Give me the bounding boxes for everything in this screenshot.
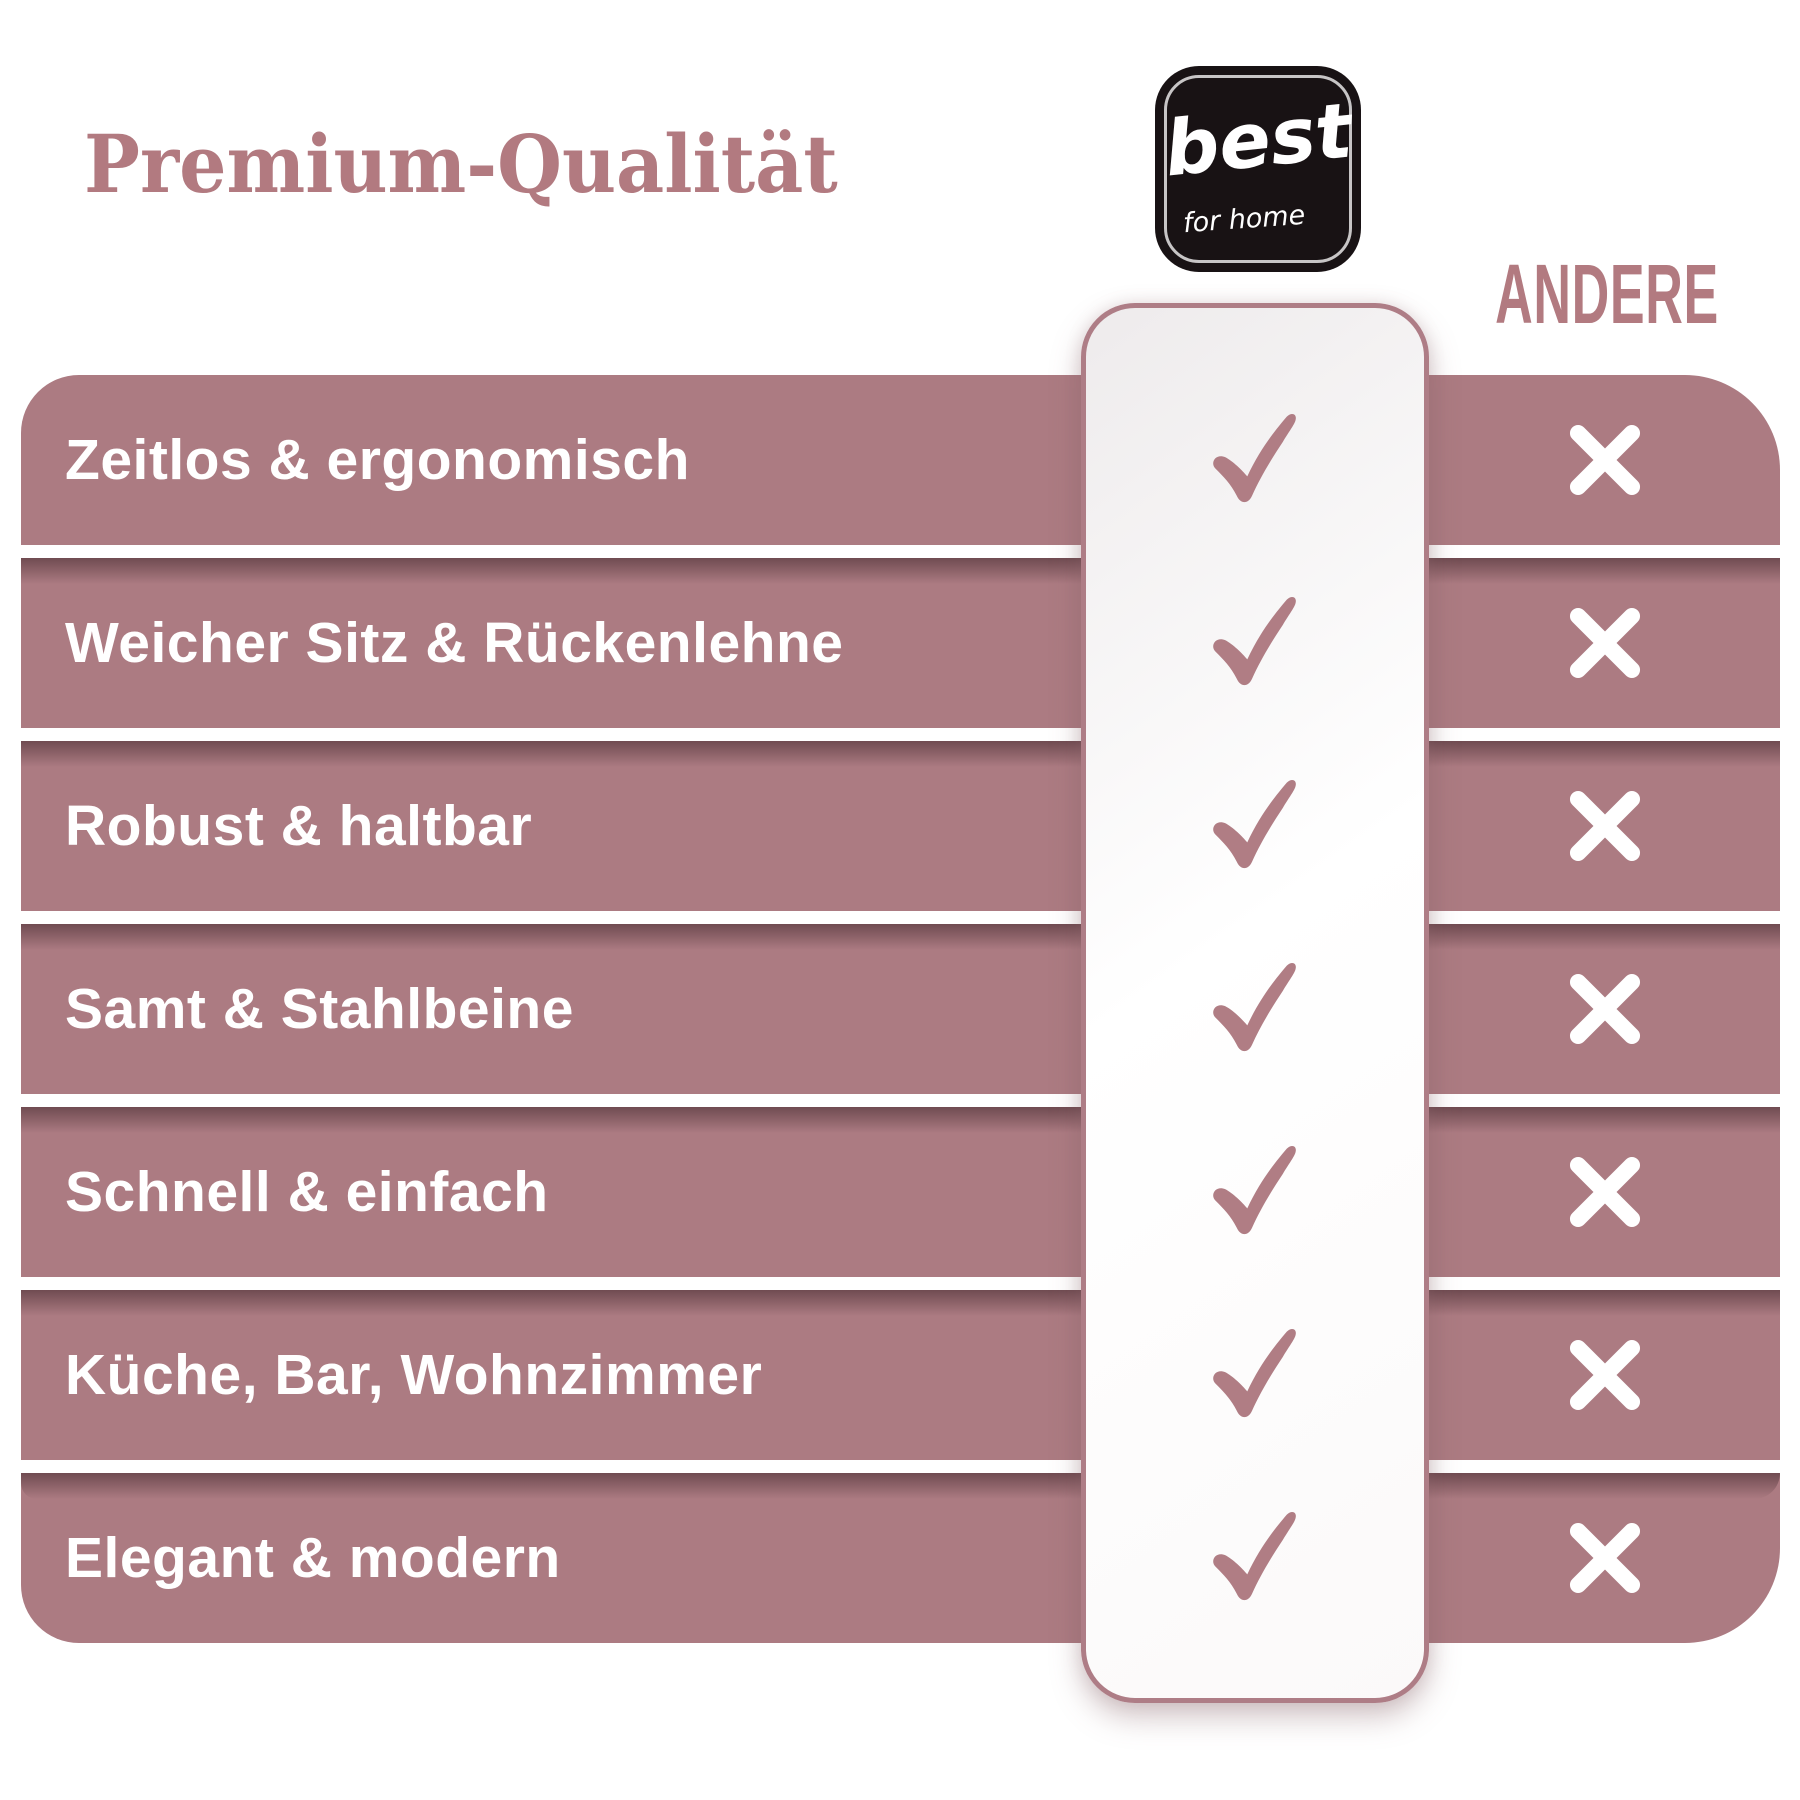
feature-label: Robust & haltbar [65,794,533,858]
cross-icon [1569,424,1641,496]
check-icon [1213,962,1296,1052]
feature-row: Schnell & einfach [21,1107,1780,1277]
check-icon [1213,1328,1296,1418]
cross-icon [1569,973,1641,1045]
feature-row: Elegant & modern [21,1473,1780,1643]
check-icon [1213,1145,1296,1235]
check-icon [1213,596,1296,686]
comparison-table: Zeitlos & ergonomisch Weicher Sitz & Rüc… [21,375,1780,1656]
feature-label: Samt & Stahlbeine [65,977,574,1041]
feature-row: Zeitlos & ergonomisch [21,375,1780,545]
cross-icon [1569,790,1641,862]
check-icon [1213,779,1296,869]
feature-row: Robust & haltbar [21,741,1780,911]
feature-label: Schnell & einfach [65,1160,549,1224]
feature-row: Weicher Sitz & Rückenlehne [21,558,1780,728]
feature-row: Küche, Bar, Wohnzimmer [21,1290,1780,1460]
check-icon [1213,1511,1296,1601]
brand-check-column [1081,303,1429,1703]
logo-brand-text: best [1160,85,1356,194]
brand-logo: best for home [1155,66,1361,272]
logo-inner-outline [1164,75,1352,263]
feature-label: Küche, Bar, Wohnzimmer [65,1343,763,1407]
feature-label: Weicher Sitz & Rückenlehne [65,611,844,675]
cross-icon [1569,1339,1641,1411]
cross-icon [1569,1522,1641,1594]
page-title: Premium-Qualität [84,117,838,211]
feature-label: Zeitlos & ergonomisch [65,428,690,492]
check-icon [1213,413,1296,503]
cross-icon [1569,607,1641,679]
cross-icon [1569,1156,1641,1228]
feature-row: Samt & Stahlbeine [21,924,1780,1094]
feature-label: Elegant & modern [65,1526,561,1590]
competitor-column-header: ANDERE [1495,247,1719,341]
